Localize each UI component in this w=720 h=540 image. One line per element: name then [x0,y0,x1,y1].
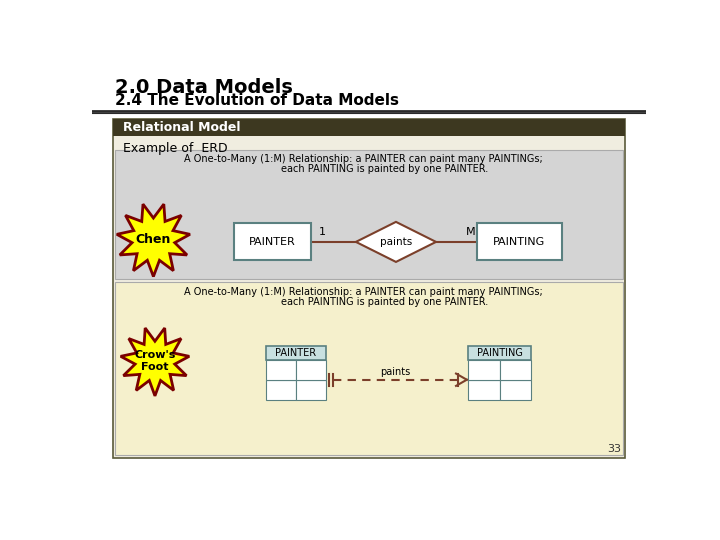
Text: paints: paints [380,237,412,247]
Bar [234,224,311,260]
Text: 33: 33 [608,444,621,454]
Bar [500,360,531,380]
Text: PAINTING: PAINTING [477,348,523,358]
Polygon shape [121,328,189,396]
Text: A One-to-Many (1:M) Relationship: a PAINTER can paint many PAINTINGs;: A One-to-Many (1:M) Relationship: a PAIN… [184,287,543,296]
Text: PAINTING: PAINTING [493,237,545,247]
Text: Crow's
Foot: Crow's Foot [134,350,176,372]
Text: PAINTER: PAINTER [249,237,296,247]
Text: each PAINTING is painted by one PAINTER.: each PAINTING is painted by one PAINTER. [281,164,488,174]
Text: each PAINTING is painted by one PAINTER.: each PAINTING is painted by one PAINTER. [281,296,488,307]
Polygon shape [117,204,190,276]
Polygon shape [356,222,436,262]
Text: M: M [466,227,476,237]
Bar [113,119,625,137]
Text: 2.0 Data Models: 2.0 Data Models [115,78,293,97]
Bar [296,380,326,400]
Bar [266,346,326,360]
Bar [468,360,500,380]
Text: A One-to-Many (1:M) Relationship: a PAINTER can paint many PAINTINGs;: A One-to-Many (1:M) Relationship: a PAIN… [184,154,543,164]
Bar [115,282,623,455]
Bar [468,380,500,400]
Text: 2.4 The Evolution of Data Models: 2.4 The Evolution of Data Models [115,93,399,109]
Bar [477,224,562,260]
Bar [266,360,296,380]
Text: 1: 1 [319,227,326,237]
Bar [113,119,625,457]
Bar [296,360,326,380]
Text: Relational Model: Relational Model [122,122,240,134]
Text: Example of  ERD: Example of ERD [122,142,228,155]
Text: paints: paints [380,367,410,377]
Bar [468,346,531,360]
Bar [115,150,623,279]
Bar [500,380,531,400]
Text: PAINTER: PAINTER [275,348,316,358]
Bar [266,380,296,400]
Text: Chen: Chen [135,233,171,246]
